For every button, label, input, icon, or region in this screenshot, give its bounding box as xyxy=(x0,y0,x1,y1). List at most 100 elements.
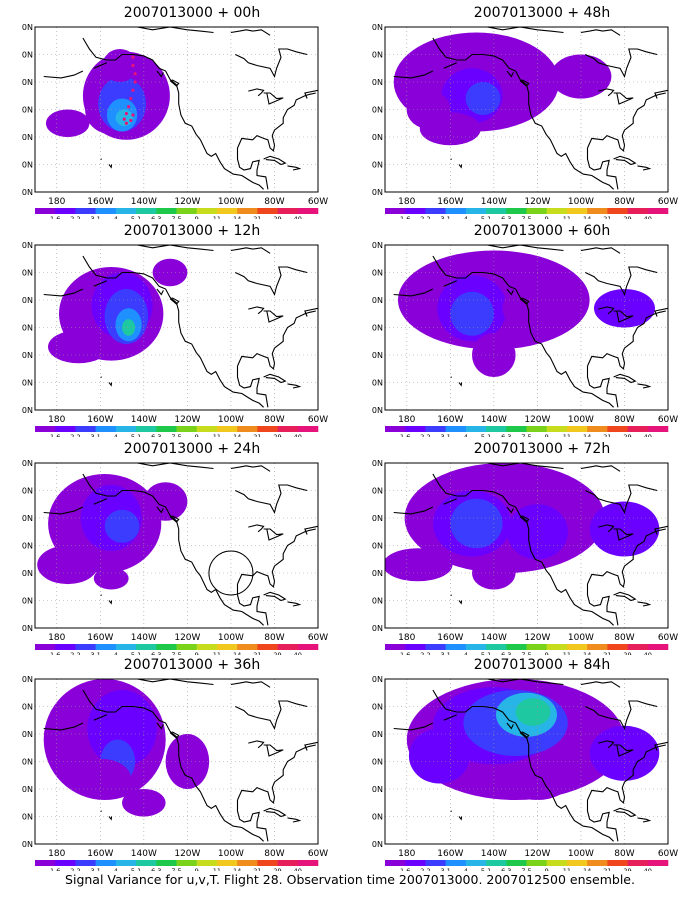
lon-tick-label: 80W xyxy=(614,849,634,859)
lon-tick-label: 60W xyxy=(658,849,678,859)
lat-tick-label: 40N xyxy=(372,758,383,767)
coastlines xyxy=(393,463,668,626)
lon-tick-label: 180 xyxy=(48,633,65,643)
coastlines xyxy=(43,463,318,626)
colorbar-swatch xyxy=(607,208,628,214)
flight-track-point xyxy=(127,105,131,109)
variance-contour xyxy=(45,109,90,138)
coastline xyxy=(443,280,458,287)
lon-tick-label: 160W xyxy=(437,197,463,207)
variance-contour xyxy=(515,698,551,726)
panel-title: 2007013000 + 36h xyxy=(123,657,261,673)
lat-tick-label: 10N xyxy=(22,840,33,849)
colorbar-swatch xyxy=(647,860,669,866)
coastline xyxy=(586,584,619,626)
lon-tick-label: 80W xyxy=(614,197,634,207)
colorbar-label: 40 xyxy=(644,215,652,219)
colorbar-swatch xyxy=(75,860,96,866)
lat-tick-label: 70N xyxy=(22,241,33,250)
coastline xyxy=(519,297,530,305)
colorbar-label: 1.6 xyxy=(50,651,60,655)
colorbar-label: 29 xyxy=(273,433,281,437)
lat-tick-label: 10N xyxy=(372,406,383,415)
coastline xyxy=(235,48,308,79)
colorbar-swatch xyxy=(587,860,608,866)
colorbar-swatch xyxy=(95,860,117,866)
colorbar-swatch xyxy=(237,644,258,650)
colorbar-label: 5.1 xyxy=(131,867,141,871)
colorbar-label: 21 xyxy=(603,867,611,871)
colorbar-swatch xyxy=(176,860,198,866)
lon-tick-label: 160W xyxy=(437,849,463,859)
variance-field xyxy=(48,258,188,364)
coastline xyxy=(263,310,284,323)
lat-tick-label: 10N xyxy=(22,188,33,197)
colorbar-swatch xyxy=(237,860,258,866)
lon-tick-label: 60W xyxy=(658,633,678,643)
colorbar-swatch xyxy=(115,644,137,650)
variance-contour xyxy=(143,482,188,521)
lon-tick-label: 120W xyxy=(174,633,200,643)
lon-tick-label: 140W xyxy=(481,197,507,207)
coastline xyxy=(236,148,269,190)
lon-tick-label: 80W xyxy=(264,849,284,859)
coastline xyxy=(108,382,113,387)
lon-tick-label: 140W xyxy=(481,415,507,425)
flight-track-point xyxy=(131,55,135,59)
colorbar-swatch xyxy=(55,860,76,866)
map-panel: 2007013000 + 36h 10N 20N 30N 40N 50N 60N 70N 180… xyxy=(22,656,362,871)
variance-contour xyxy=(550,54,612,99)
panel-title: 2007013000 + 72h xyxy=(473,441,611,457)
colorbar-swatch xyxy=(95,208,117,214)
lat-tick-label: 60N xyxy=(372,269,383,278)
map-panel: 2007013000 + 24h 10N 20N 30N 40N 50N 60N 70N 180… xyxy=(22,440,362,655)
colorbar-label: 29 xyxy=(273,867,281,871)
panel-title: 2007013000 + 00h xyxy=(123,5,261,21)
lon-tick-label: 100W xyxy=(218,849,244,859)
colorbar-swatch xyxy=(55,426,76,432)
lat-tick-label: 40N xyxy=(22,106,33,115)
coastline xyxy=(654,741,668,751)
lat-tick-label: 60N xyxy=(22,51,33,60)
coastline xyxy=(519,79,530,87)
colorbar-swatch xyxy=(237,426,258,432)
colorbar-label: 2.2 xyxy=(420,215,430,219)
colorbar-label: 29 xyxy=(623,433,631,437)
lat-tick-label: 50N xyxy=(372,78,383,87)
lat-tick-label: 50N xyxy=(22,296,33,305)
coastline xyxy=(481,27,564,34)
colorbar-label: 6.3 xyxy=(151,867,161,871)
colorbar-swatch xyxy=(136,644,157,650)
colorbar-label: 6.3 xyxy=(501,651,511,655)
coastline xyxy=(598,524,615,533)
lon-tick-label: 140W xyxy=(481,633,507,643)
colorbar-swatch xyxy=(566,644,588,650)
lon-tick-label: 180 xyxy=(398,849,415,859)
colorbar-label: 7.5 xyxy=(521,433,531,437)
coastline xyxy=(169,79,180,87)
lat-tick-label: 20N xyxy=(22,161,33,170)
colorbar-swatch xyxy=(607,860,628,866)
coastline xyxy=(156,506,164,514)
colorbar-label: 6.3 xyxy=(501,433,511,437)
coastline xyxy=(432,37,614,190)
coastline xyxy=(236,528,316,588)
colorbar-label: 3.1 xyxy=(90,215,100,219)
coastline xyxy=(586,744,666,804)
lat-tick-label: 30N xyxy=(372,133,383,142)
colorbar-label: 29 xyxy=(623,215,631,219)
coastline xyxy=(585,700,658,731)
lat-tick-label: 40N xyxy=(372,106,383,115)
coastline xyxy=(443,62,458,69)
coastline xyxy=(432,473,614,626)
colorbar-swatch xyxy=(216,208,238,214)
colorbar-swatch xyxy=(196,208,218,214)
variance-contour xyxy=(122,319,136,336)
colorbar-swatch xyxy=(156,208,177,214)
colorbar-label: 14 xyxy=(583,867,591,871)
variance-field xyxy=(393,32,612,146)
coastline xyxy=(131,679,214,686)
coastline xyxy=(393,506,434,515)
colorbar-label: 5.1 xyxy=(481,867,491,871)
lon-tick-label: 120W xyxy=(174,415,200,425)
